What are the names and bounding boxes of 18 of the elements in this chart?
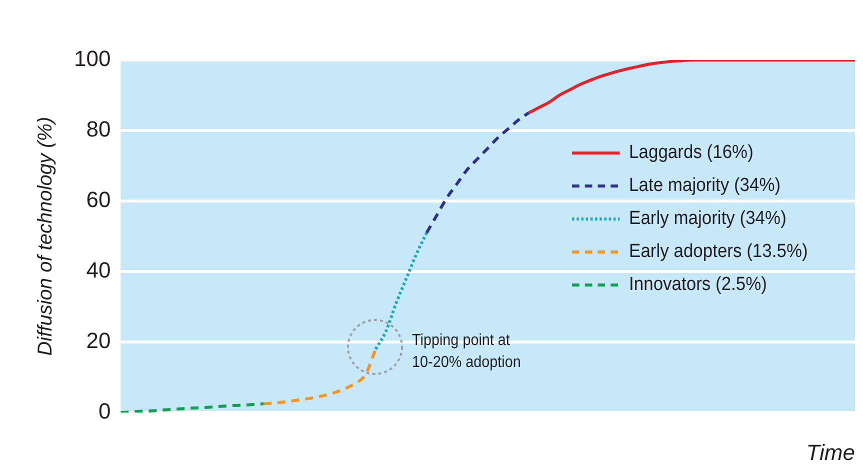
line-series (262, 348, 378, 406)
legend-label: Early adopters (13.5%) (629, 240, 808, 262)
annotation: Tipping point at 10-20% adoption (412, 331, 521, 373)
legend-label: Innovators (2.5%) (629, 274, 768, 296)
legend-label: Early majority (34%) (629, 208, 786, 230)
y-tick-label: 80 (86, 116, 111, 142)
y-tick-label: 0 (98, 398, 111, 424)
y-tick-label: 40 (86, 258, 111, 283)
y-tick-label: 100 (74, 46, 111, 72)
y-axis-title: Diffusion of technology (%) (34, 116, 57, 356)
legend-label: Late majority (34%) (629, 174, 781, 196)
y-tick-label: 60 (86, 187, 111, 212)
line-series (119, 402, 265, 413)
y-tick-label: 20 (86, 328, 111, 354)
line-series (425, 111, 530, 234)
legend-label: Laggards (16%) (629, 142, 754, 164)
x-axis-title: Time (806, 440, 855, 465)
line-series (527, 60, 856, 114)
